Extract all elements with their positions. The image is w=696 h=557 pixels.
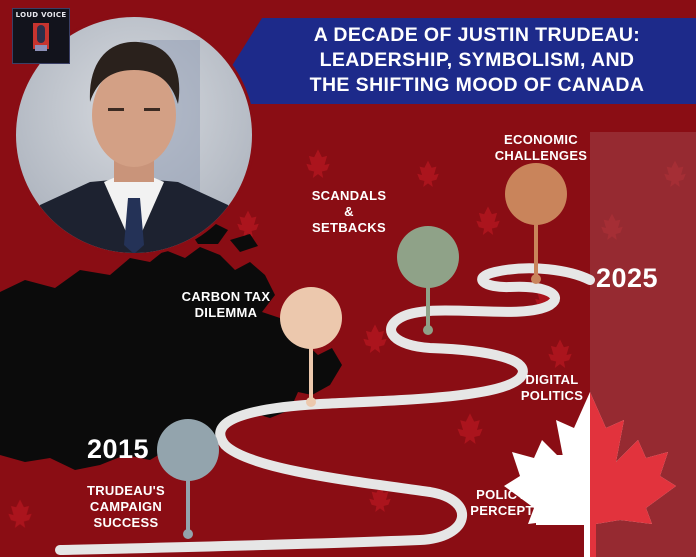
title-line-1: A DECADE OF JUSTIN TRUDEAU: (313, 24, 641, 46)
label-line: ECONOMIC (504, 132, 578, 147)
canada-map (0, 247, 342, 470)
label-line: SUCCESS (93, 515, 159, 530)
milestone-label-scandals: SCANDALS & SETBACKS (304, 188, 394, 236)
year-start: 2015 (87, 434, 150, 464)
page-title: A DECADE OF JUSTIN TRUDEAU: LEADERSHIP, … (262, 23, 692, 98)
winding-road (55, 263, 595, 555)
milestone-label-economic: ECONOMIC CHALLENGES (488, 132, 594, 164)
label-line: & (344, 204, 354, 219)
label-line: CARBON TAX (181, 289, 271, 304)
title-banner (208, 18, 696, 104)
road-label-digital-politics: DIGITAL POLITICS (508, 372, 596, 404)
year-end: 2025 (596, 263, 659, 293)
label-line: DIGITAL (525, 372, 579, 387)
title-line-3: THE SHIFTING MOOD OF CANADA (309, 74, 645, 96)
logo-text: LOUD VOICE (15, 11, 67, 19)
label-line: PERCEPTION (470, 503, 558, 518)
label-line: DILEMMA (194, 305, 258, 320)
label-line: CAMPAIGN (89, 499, 163, 514)
portrait-photo (13, 14, 255, 256)
milestone-label-campaign: TRUDEAU'S CAMPAIGN SUCCESS (70, 483, 182, 531)
milestone-pins (157, 163, 567, 539)
label-line: SETBACKS (312, 220, 386, 235)
label-line: POLICY VS. (476, 487, 552, 502)
label-line: POLITICS (520, 388, 584, 403)
label-line: CHALLENGES (494, 148, 588, 163)
milestone-label-carbon-tax: CARBON TAX DILEMMA (172, 289, 280, 321)
label-line: TRUDEAU'S (86, 483, 165, 498)
flag-maple-leaf (504, 392, 676, 557)
title-line-2: LEADERSHIP, SYMBOLISM, AND (319, 49, 635, 71)
microphone-icon (33, 23, 49, 51)
loud-voice-logo: LOUD VOICE (12, 8, 70, 64)
label-line: SCANDALS (311, 188, 387, 203)
road-label-policy-perception: POLICY VS. PERCEPTION (458, 487, 570, 519)
